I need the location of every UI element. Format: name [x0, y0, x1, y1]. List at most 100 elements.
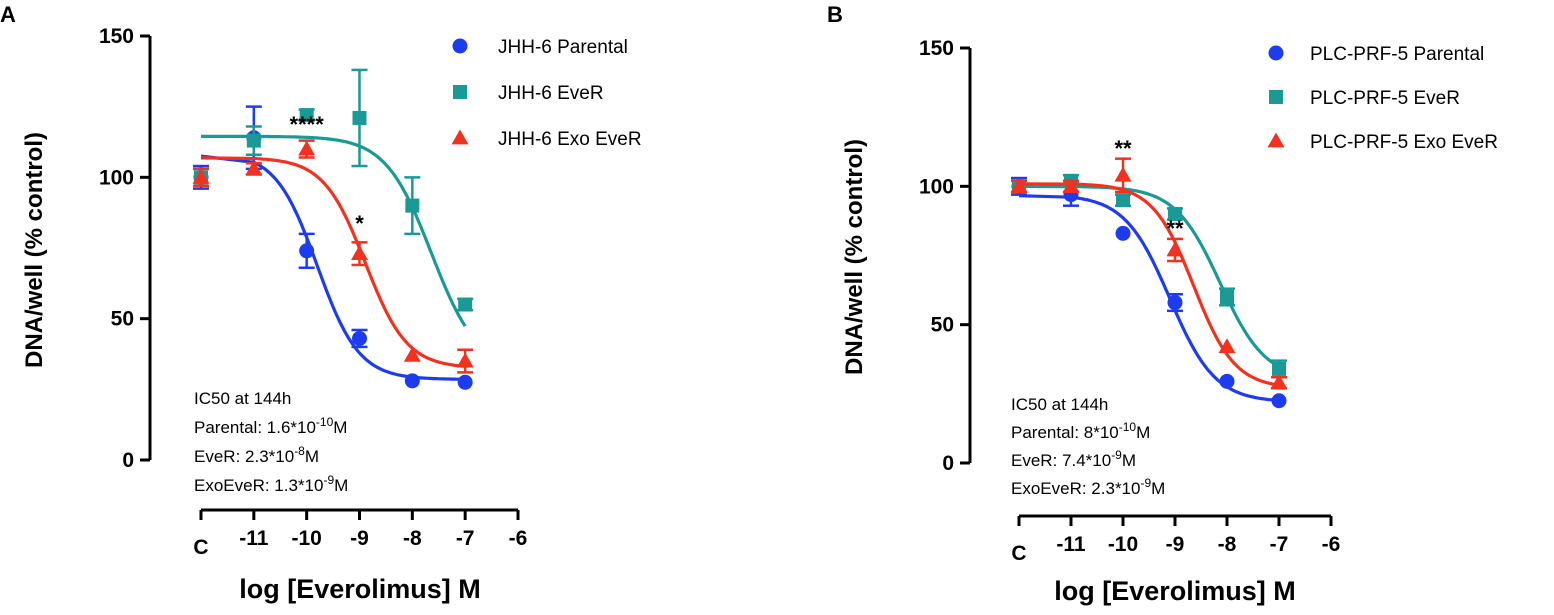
ic50-value: Parental: 8*10 [1011, 423, 1119, 442]
data-point [456, 352, 474, 368]
data-point [403, 346, 421, 362]
x-tick-label: -7 [1270, 533, 1289, 556]
x-tick-label: -9 [350, 527, 369, 550]
ic50-value: EveR: 7.4*10 [1011, 451, 1111, 470]
ic50-unit: M [333, 418, 347, 437]
data-point [1220, 290, 1234, 304]
data-point [299, 243, 315, 259]
y-tick-label: 0 [942, 452, 954, 475]
data-point [352, 330, 367, 346]
significance-mark: ** [1166, 216, 1184, 241]
ic50-exponent: -10 [1119, 420, 1137, 434]
data-point [1010, 177, 1028, 193]
x-tick-label: -10 [291, 527, 321, 550]
legend-label: PLC-PRF-5 Exo EveR [1310, 132, 1498, 153]
data-point [192, 168, 210, 184]
x-tick-label: -11 [1056, 533, 1086, 556]
significance-mark: **** [290, 112, 325, 137]
y-tick-label: 50 [111, 308, 134, 331]
legend-label: PLC-PRF-5 EveR [1310, 88, 1460, 109]
x-tick-label: -11 [239, 527, 269, 550]
x-tick-label: C [193, 536, 208, 559]
series-triangle [192, 139, 474, 374]
y-tick-label: 100 [99, 166, 134, 189]
data-point [457, 374, 473, 390]
data-point [405, 198, 420, 213]
panel-letter: B [827, 2, 843, 27]
legend-marker [453, 85, 467, 99]
ic50-line: EveR: 2.3*10-8M [194, 444, 319, 466]
y-axis-title: DNA/well (% control) [841, 139, 868, 375]
data-point [404, 373, 420, 389]
ic50-title: IC50 at 144h [194, 389, 291, 408]
ic50-line: ExoEveR: 2.3*10-9M [1011, 476, 1165, 498]
y-tick-label: 0 [122, 449, 134, 472]
ic50-value: EveR: 2.3*10 [194, 447, 294, 466]
x-axis-title: log [Everolimus] M [239, 574, 481, 604]
data-point [245, 160, 263, 176]
data-point [1218, 338, 1236, 354]
x-tick-label: -6 [509, 527, 528, 550]
x-axis-title: log [Everolimus] M [1054, 576, 1296, 606]
panel-letter: A [0, 2, 16, 27]
ic50-exponent: -9 [323, 473, 334, 487]
fit-curve [201, 134, 467, 327]
x-tick-label: -6 [1322, 533, 1341, 556]
ic50-exponent: -8 [294, 444, 305, 458]
ic50-line: EveR: 7.4*10-9M [1011, 448, 1136, 470]
ic50-line: ExoEveR: 1.3*10-9M [194, 473, 348, 495]
fit-curve [200, 156, 466, 368]
data-point [1219, 373, 1235, 389]
legend-marker [1269, 90, 1283, 104]
ic50-unit: M [1136, 423, 1150, 442]
ic50-value: Parental: 1.6*10 [194, 418, 316, 437]
x-tick-label: -7 [456, 527, 475, 550]
ic50-exponent: -10 [316, 415, 334, 429]
x-tick-label: -10 [1108, 533, 1138, 556]
ic50-exponent: -9 [1111, 448, 1122, 462]
y-axis-title: DNA/well (% control) [21, 132, 48, 368]
data-point [299, 108, 314, 123]
significance-mark: * [355, 211, 364, 236]
panel-b-chart: B 0 50 100 150 DNA/well (% control) C -11 -10 -9 -… [827, 2, 1498, 606]
legend-label: JHH-6 EveR [498, 83, 604, 104]
data-point [1270, 374, 1288, 390]
y-tick-label: 50 [931, 314, 954, 337]
data-point [1166, 241, 1184, 257]
data-point [1271, 393, 1287, 409]
data-point [1272, 361, 1286, 376]
fit-curve [1018, 182, 1280, 387]
data-point [351, 245, 368, 261]
data-point [1062, 177, 1080, 193]
ic50-line: Parental: 1.6*10-10M [194, 415, 347, 437]
ic50-value: ExoEveR: 2.3*10 [1011, 479, 1140, 498]
y-tick-label: 100 [919, 175, 954, 198]
legend-marker [452, 38, 468, 54]
data-point [298, 140, 316, 156]
x-tick-label: -8 [403, 527, 422, 550]
ic50-value: ExoEveR: 1.3*10 [194, 476, 323, 495]
data-point [246, 133, 261, 148]
ic50-unit: M [334, 476, 348, 495]
legend-marker [1267, 132, 1285, 148]
legend-label: JHH-6 Exo EveR [498, 129, 642, 150]
legend-label: JHH-6 Parental [498, 37, 628, 58]
x-tick-label: -9 [1166, 533, 1185, 556]
fit-curve [1018, 184, 1280, 368]
legend-marker [1268, 45, 1284, 61]
y-tick-label: 150 [919, 37, 954, 60]
x-tick-label: C [1011, 542, 1026, 565]
series-triangle [1010, 157, 1288, 390]
data-point [458, 297, 473, 312]
fit-curve [200, 154, 466, 381]
data-point [352, 110, 367, 125]
series-square [193, 68, 474, 327]
significance-mark: ** [1114, 136, 1132, 161]
data-point [1168, 207, 1182, 221]
data-point [1167, 295, 1183, 311]
legend-label: PLC-PRF-5 Parental [1310, 44, 1484, 65]
y-tick-label: 150 [99, 25, 134, 48]
data-point [1115, 225, 1131, 241]
ic50-exponent: -9 [1140, 476, 1151, 490]
